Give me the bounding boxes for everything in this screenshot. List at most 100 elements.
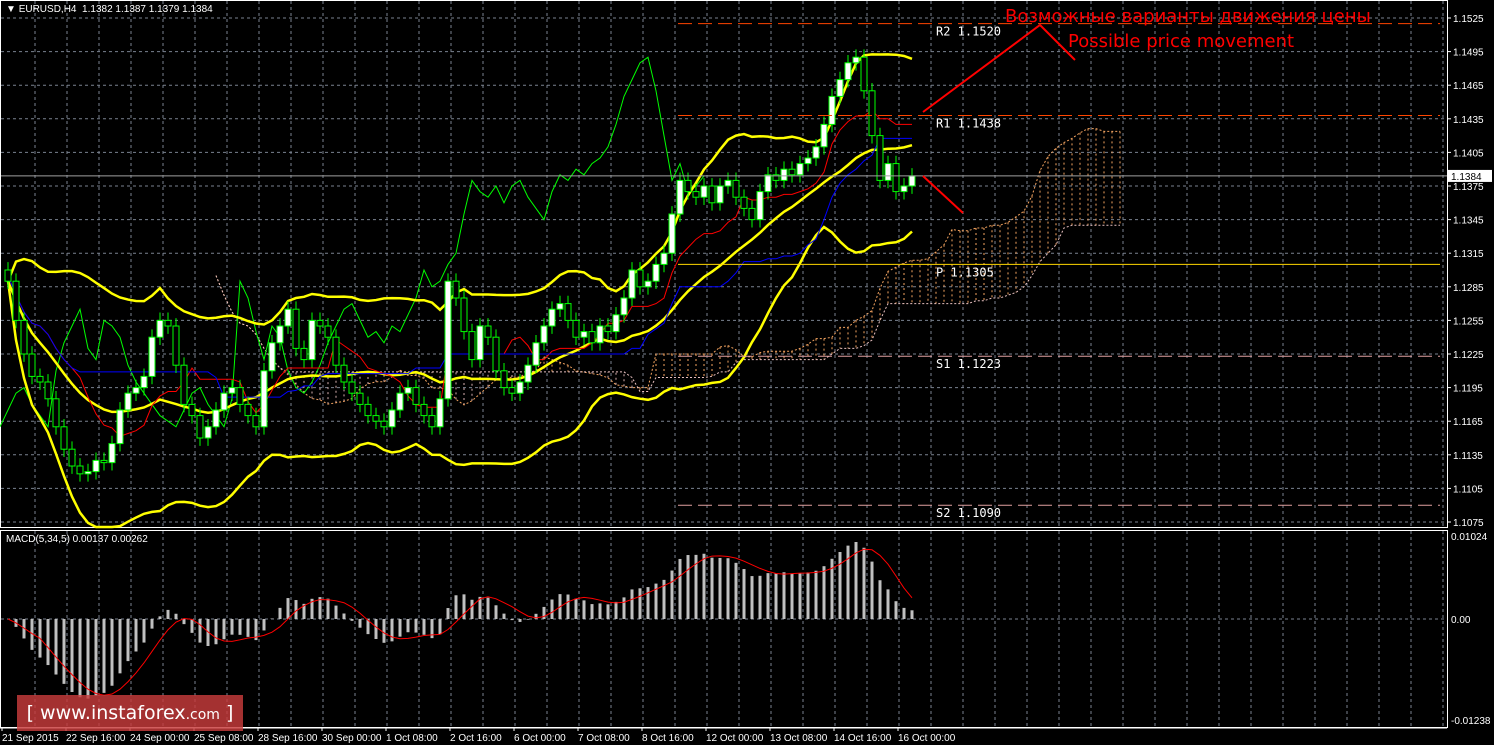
candle <box>500 362 508 396</box>
ohlc-label: 1.1382 1.1387 1.1379 1.1384 <box>82 4 213 15</box>
candle <box>796 155 804 183</box>
y-tick-label: 1.1465 <box>1453 81 1484 92</box>
candle-body <box>596 325 604 344</box>
current-price-label: 1.1384 <box>1451 172 1482 183</box>
candle-body <box>652 263 660 282</box>
candle-body <box>604 325 612 333</box>
candle-body <box>724 179 732 187</box>
y-tick-label: 1.1285 <box>1453 283 1484 294</box>
candle <box>84 463 92 482</box>
candle-body <box>492 336 500 372</box>
candle-body <box>820 123 828 148</box>
candle <box>276 318 284 351</box>
candle <box>340 357 348 390</box>
candle-body <box>292 308 300 349</box>
candle <box>564 295 572 329</box>
candle-body <box>60 426 68 450</box>
x-tick-label: 24 Sep 00:00 <box>130 733 190 744</box>
candle <box>548 301 556 334</box>
candle-body <box>164 319 172 327</box>
candle <box>308 312 316 368</box>
candle-body <box>140 375 148 389</box>
candle <box>60 418 68 458</box>
candle <box>180 357 188 413</box>
macd-y-tick-label: -0.01238 <box>1451 716 1491 727</box>
candle <box>372 407 380 430</box>
candle-body <box>836 79 844 97</box>
pivot-label-p: P 1.1305 <box>936 265 994 279</box>
candle <box>644 273 652 295</box>
candle <box>132 379 140 402</box>
symbol-label: EURUSD,H4 <box>18 4 77 15</box>
candle-body <box>828 95 836 125</box>
candle <box>468 323 476 368</box>
candle <box>300 340 308 368</box>
candle <box>700 178 708 206</box>
candle <box>380 413 388 435</box>
candle-body <box>812 146 820 159</box>
candle <box>284 301 292 334</box>
candle-body <box>796 163 804 176</box>
candle <box>388 402 396 435</box>
candle <box>260 362 268 435</box>
candle-body <box>340 364 348 383</box>
candle <box>52 390 60 435</box>
candle <box>460 290 468 340</box>
current-price-box <box>1448 169 1492 182</box>
main-pane-border <box>0 0 1448 528</box>
candle-body <box>332 336 340 366</box>
candle-body <box>772 174 780 181</box>
y-tick-label: 1.1165 <box>1453 417 1483 428</box>
candle-body <box>508 387 516 394</box>
bollinger-upper <box>6 53 913 326</box>
candle-body <box>644 280 652 288</box>
bollinger-lower <box>6 225 913 529</box>
y-tick-label: 1.1225 <box>1453 350 1484 361</box>
candle <box>908 168 916 194</box>
up-scenario-arrow <box>922 23 1076 113</box>
candle-body <box>700 185 708 198</box>
candle-body <box>420 403 428 417</box>
candle <box>76 458 84 482</box>
candle <box>740 189 748 217</box>
candle-body <box>20 319 28 355</box>
y-tick-label: 1.1195 <box>1453 384 1483 395</box>
candle-body <box>676 179 684 215</box>
candle-body <box>252 415 260 428</box>
candle <box>820 116 828 155</box>
x-tick-label: 14 Oct 16:00 <box>834 733 892 744</box>
candle <box>116 402 124 452</box>
candle <box>596 318 604 351</box>
candle <box>268 334 276 379</box>
candle-body <box>236 387 244 405</box>
bollinger-middle <box>6 143 913 415</box>
candle-body <box>228 387 236 394</box>
candle <box>684 172 692 200</box>
x-tick-label: 16 Oct 00:00 <box>898 733 956 744</box>
candle <box>604 318 612 340</box>
y-tick-label: 1.1315 <box>1453 249 1484 260</box>
candle <box>404 379 412 402</box>
candle <box>708 178 716 211</box>
pivot-label-s1: S1 1.1223 <box>936 357 1001 371</box>
candle <box>364 396 372 424</box>
candle <box>356 385 364 413</box>
pivot-label-s2: S2 1.1090 <box>936 506 1001 520</box>
candle-body <box>348 381 356 394</box>
x-tick-label: 8 Oct 16:00 <box>642 733 694 744</box>
candle <box>212 402 220 435</box>
candle-body <box>28 353 36 377</box>
candle <box>164 312 172 334</box>
candle <box>772 166 780 189</box>
candle <box>788 161 796 183</box>
candle-body <box>196 415 204 439</box>
candle <box>660 245 668 273</box>
macd-y-tick-label: 0.01024 <box>1451 532 1488 543</box>
candle <box>892 155 900 200</box>
candle <box>396 385 404 418</box>
candle-body <box>92 459 100 473</box>
senkou-span-a <box>215 128 1120 406</box>
candle-body <box>84 471 92 475</box>
candle-body <box>548 308 556 327</box>
